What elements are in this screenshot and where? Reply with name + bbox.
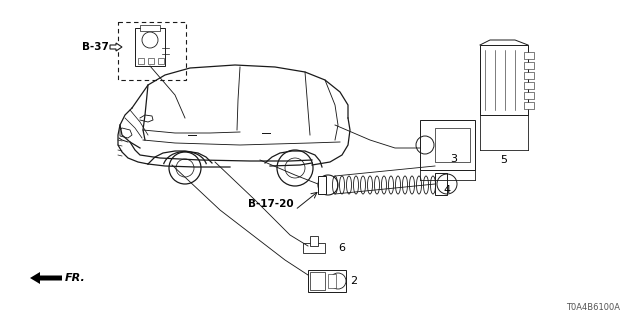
Bar xyxy=(148,58,154,64)
Bar xyxy=(310,236,318,246)
Bar xyxy=(524,82,534,89)
Bar xyxy=(480,45,528,115)
Bar xyxy=(318,176,326,194)
Text: T0A4B6100A: T0A4B6100A xyxy=(566,303,620,312)
Bar xyxy=(135,28,165,66)
Text: 4: 4 xyxy=(444,185,451,195)
Text: FR.: FR. xyxy=(65,273,86,283)
Bar xyxy=(524,102,534,109)
Bar xyxy=(158,58,164,64)
Bar xyxy=(524,72,534,79)
Bar xyxy=(524,92,534,99)
Text: 6: 6 xyxy=(338,243,345,253)
Bar xyxy=(328,274,336,288)
Bar xyxy=(138,58,144,64)
Text: 5: 5 xyxy=(500,155,508,165)
Text: B-17-20: B-17-20 xyxy=(248,199,294,209)
FancyArrow shape xyxy=(30,272,62,284)
Bar xyxy=(435,128,470,162)
Text: 3: 3 xyxy=(450,154,457,164)
Bar xyxy=(118,22,186,80)
Bar xyxy=(303,243,325,253)
Bar xyxy=(524,62,534,69)
Bar xyxy=(140,25,160,31)
Bar xyxy=(435,173,447,195)
Bar xyxy=(310,272,325,290)
FancyArrow shape xyxy=(110,43,122,51)
Bar xyxy=(524,52,534,59)
Text: 2: 2 xyxy=(350,276,357,286)
Bar xyxy=(308,270,346,292)
Bar xyxy=(420,120,475,170)
Text: B-37: B-37 xyxy=(82,42,109,52)
